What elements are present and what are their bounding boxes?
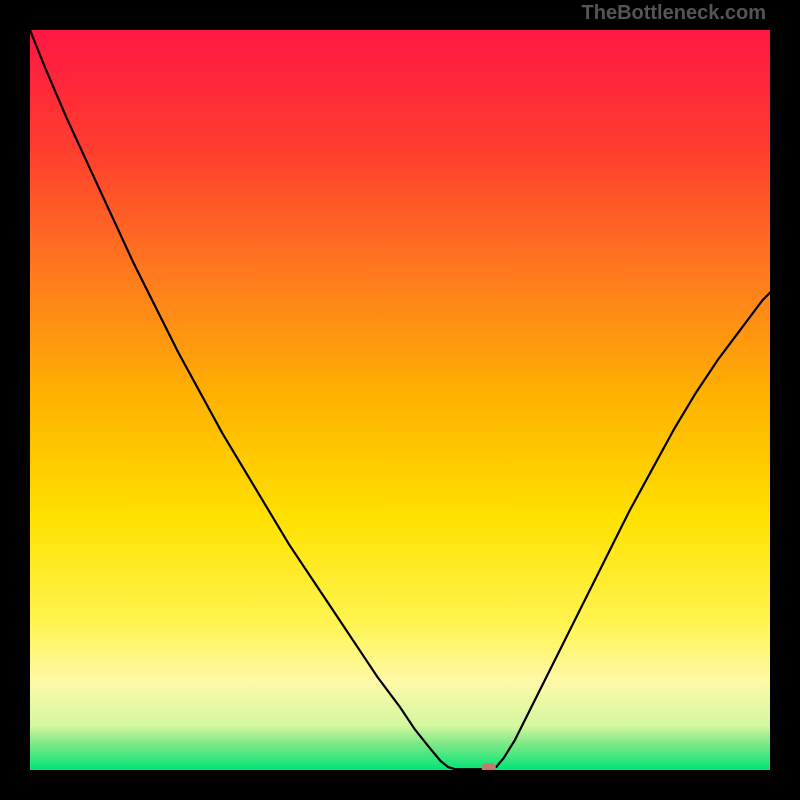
optimal-point xyxy=(482,763,496,770)
chart-canvas xyxy=(30,30,770,770)
chart-svg xyxy=(30,30,770,770)
gradient-background xyxy=(30,30,770,770)
